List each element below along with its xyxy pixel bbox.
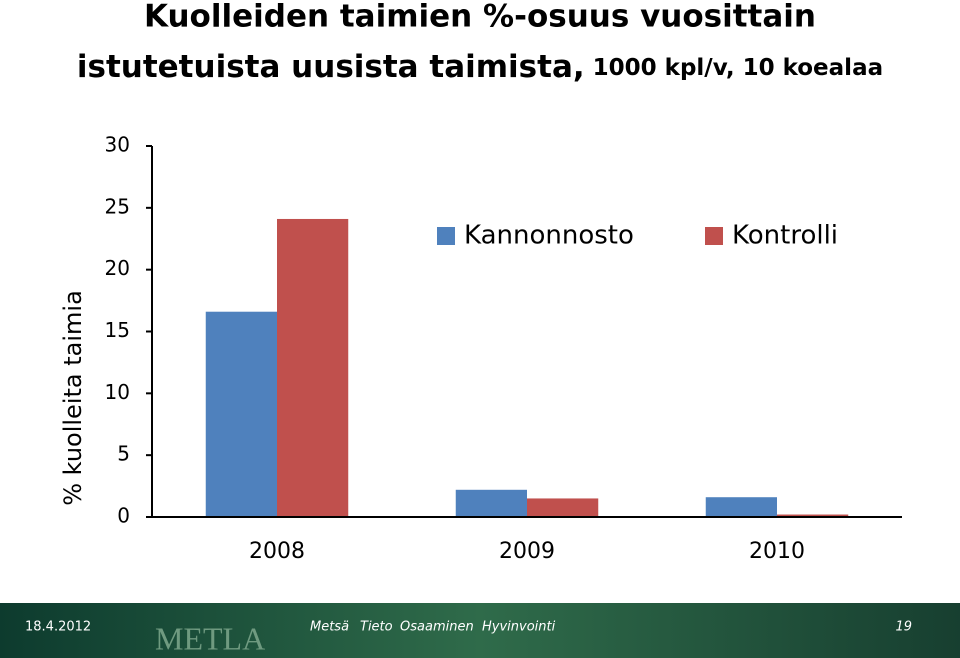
chart-subtitle: 1000 kpl/v, 10 koealaa (593, 55, 883, 81)
x-tick-label: 2008 (249, 539, 305, 564)
y-tick-label: 15 (105, 318, 130, 342)
y-tick-label: 0 (117, 504, 130, 528)
footer-word: Osaaminen (400, 620, 474, 635)
footer-word: Hyvinvointi (482, 620, 556, 635)
footer-band (0, 603, 960, 658)
x-tick-label: 2010 (749, 539, 805, 564)
bar (205, 311, 277, 517)
y-tick-label: 20 (105, 256, 130, 280)
footer-date: 18.4.2012 (25, 620, 91, 635)
chart-title: istutetuista uusista taimista, (77, 49, 585, 85)
bar (277, 218, 349, 518)
legend-swatch (437, 227, 455, 245)
footer-word: Tieto (360, 620, 393, 635)
chart-title-line: istutetuista uusista taimista, 1000 kpl/v… (77, 49, 883, 85)
footer-page: 19 (895, 620, 912, 635)
bar (455, 489, 527, 517)
legend-label: Kontrolli (732, 221, 838, 251)
y-tick-label: 25 (105, 194, 130, 218)
y-axis-label: % kuolleita taimia (59, 290, 87, 506)
footer-word: Metsä (310, 620, 349, 635)
y-tick-label: 30 (105, 133, 130, 157)
y-tick-label: 10 (105, 380, 130, 404)
bar (777, 514, 849, 517)
chart-title: Kuolleiden taimien %-osuus vuosittain (144, 0, 816, 35)
legend-label: Kannonnosto (464, 221, 634, 251)
y-tick-label: 5 (117, 442, 130, 466)
bar (705, 497, 777, 517)
footer-logo: METLA (155, 620, 265, 656)
bar (527, 498, 599, 517)
x-tick-label: 2009 (499, 539, 555, 564)
legend-swatch (705, 227, 723, 245)
